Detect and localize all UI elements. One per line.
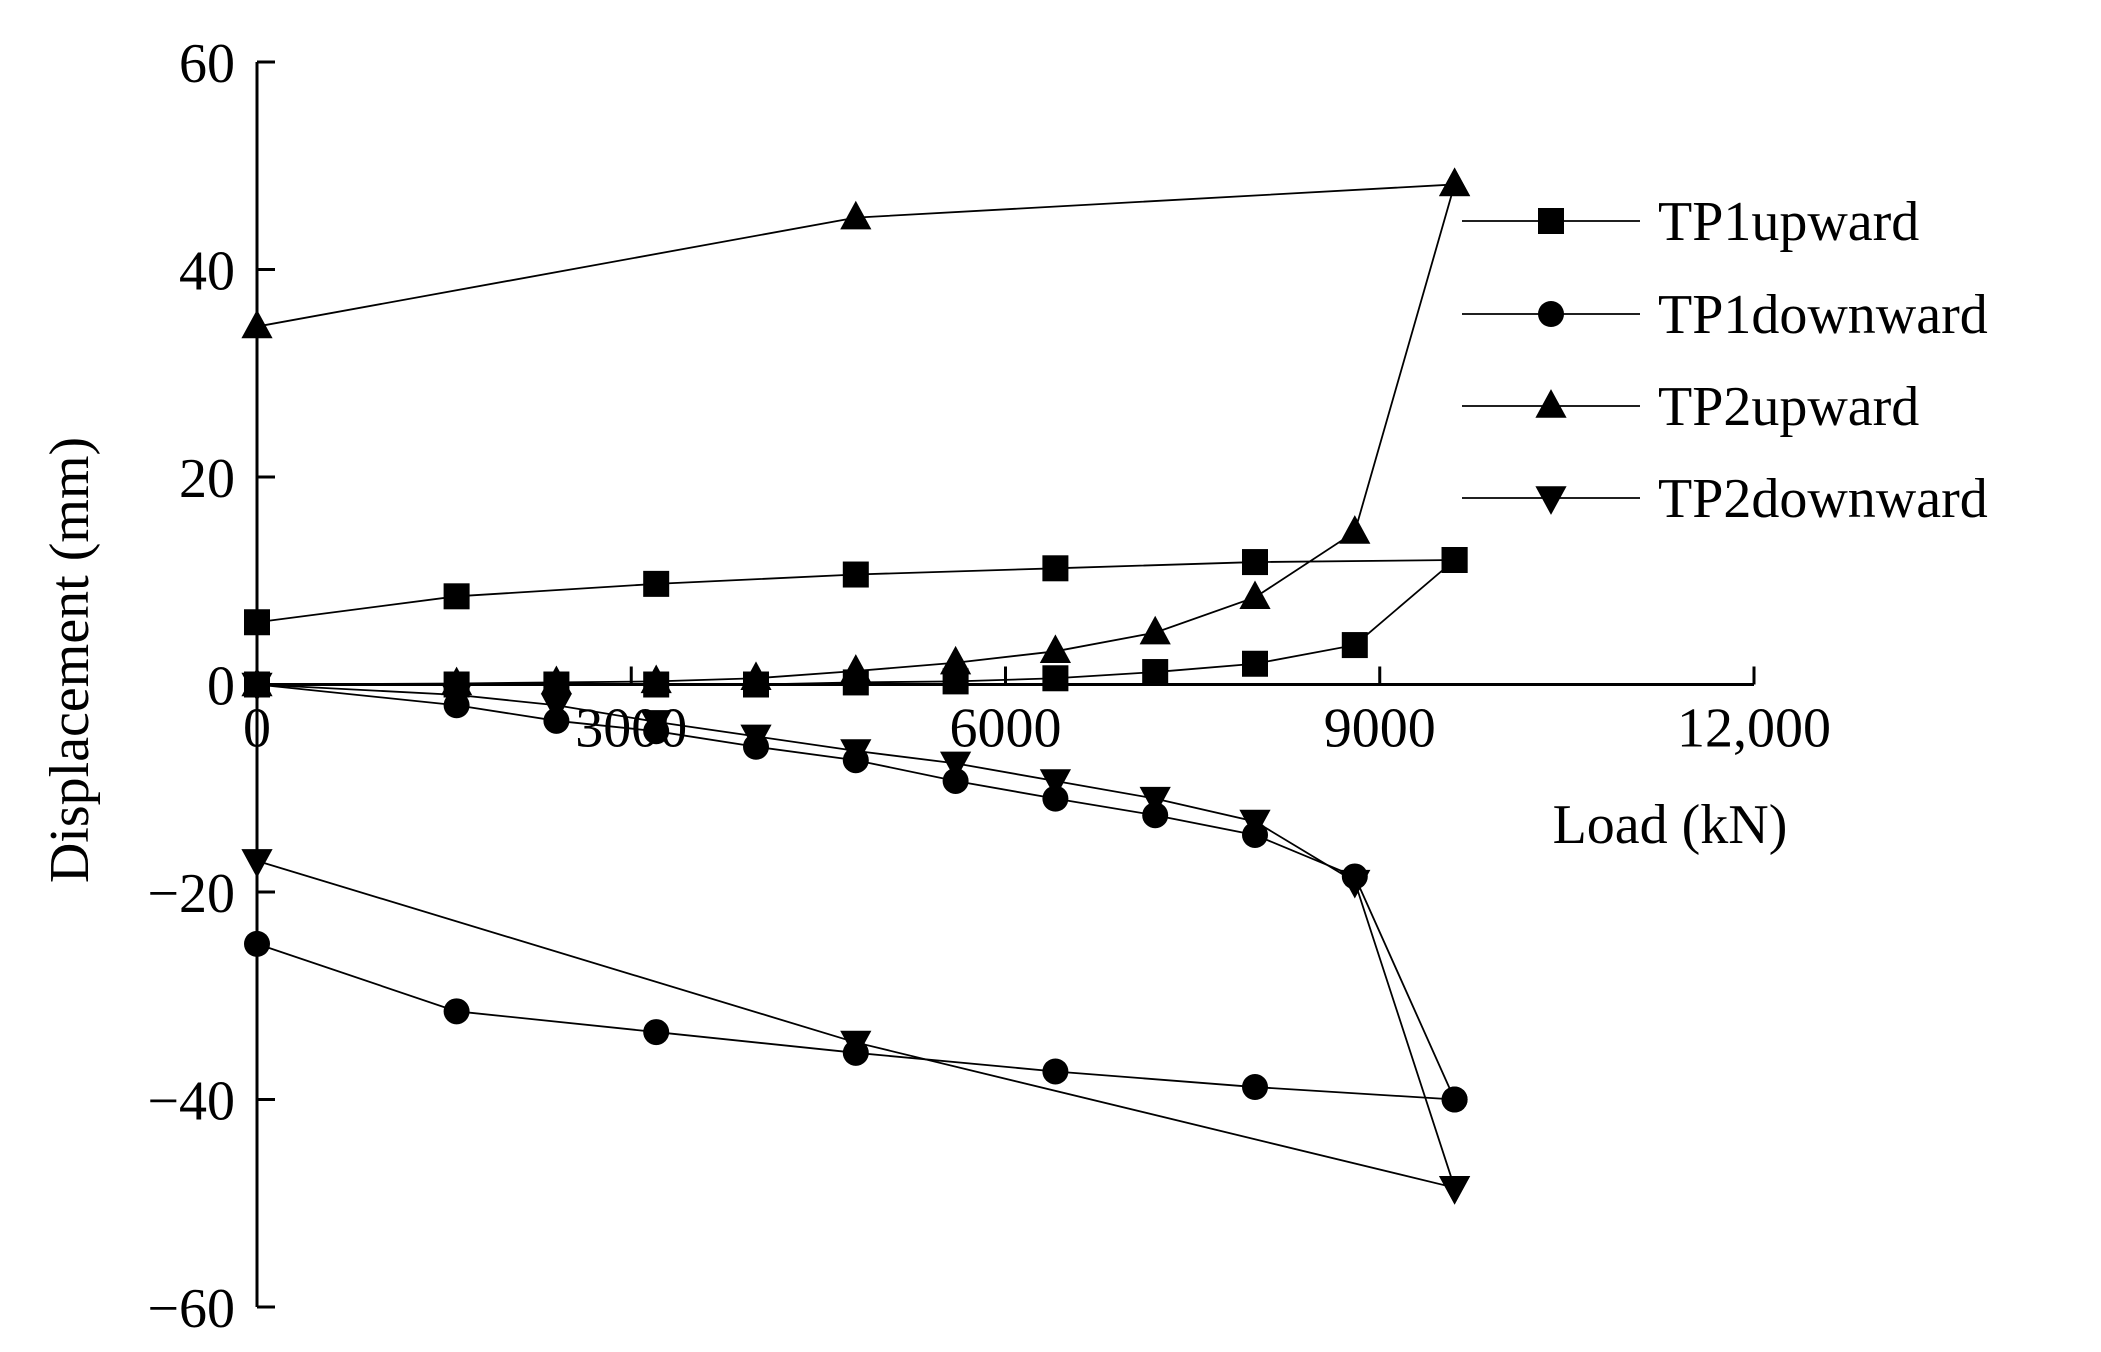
- data-point-TP2downward: [441, 683, 473, 712]
- data-point-TP2downward: [540, 693, 572, 723]
- data-point-TP2downward: [1339, 869, 1371, 899]
- legend-label: TP2downward: [1658, 468, 1988, 530]
- series-line-TP2downward: [256, 683, 1456, 1188]
- data-point-TP2upward: [840, 200, 872, 230]
- data-point-TP1upward: [1142, 659, 1169, 686]
- data-point-TP1upward: [643, 570, 670, 597]
- data-point-TP2downward: [1139, 786, 1171, 816]
- data-point-TP2upward: [1439, 167, 1471, 197]
- data-point-TP2upward: [540, 665, 572, 695]
- series-line-TP1downward: [256, 683, 1456, 1100]
- y-tick-label: 0: [207, 656, 235, 718]
- series-line-TP2downward: [256, 860, 1455, 1189]
- legend-item-TP2downward: TP2downward: [1462, 468, 1988, 530]
- series-line-TP1downward: [256, 943, 1455, 1101]
- data-point-TP1upward: [1042, 665, 1069, 692]
- x-axis-title: Load (kN): [1553, 794, 1788, 856]
- data-point-TP2downward: [940, 751, 972, 781]
- series-TP2downward: [241, 672, 1471, 1205]
- series-TP2upward: [241, 167, 1471, 697]
- legend-marker: [1538, 208, 1564, 234]
- x-tick-label: 0: [243, 698, 271, 760]
- data-point-TP1upward: [1242, 549, 1268, 576]
- legend-item-TP1upward: TP1upward: [1462, 191, 1919, 253]
- data-point-TP2downward: [1039, 769, 1071, 798]
- legend-marker: [1535, 389, 1567, 418]
- data-point-TP2upward: [1039, 634, 1071, 663]
- data-point-TP2downward: [840, 1030, 872, 1060]
- data-point-TP1downward: [1042, 1058, 1069, 1085]
- x-tick-label: 3000: [575, 698, 687, 760]
- x-tick-label: 9000: [1324, 698, 1436, 760]
- data-point-TP2upward: [740, 661, 772, 690]
- legend-label: TP1upward: [1658, 191, 1919, 253]
- legend-marker: [1535, 486, 1567, 515]
- data-point-TP1downward: [1242, 1074, 1268, 1101]
- data-point-TP1upward: [1042, 555, 1069, 582]
- legend-label: TP2upward: [1658, 376, 1919, 438]
- data-point-TP2downward: [640, 710, 672, 739]
- data-point-TP1upward: [443, 583, 470, 610]
- data-point-TP1downward: [443, 998, 470, 1025]
- data-point-TP1downward: [942, 767, 969, 794]
- legend-marker: [1538, 301, 1564, 327]
- data-point-TP1upward: [1341, 632, 1368, 659]
- data-point-TP1upward: [1441, 547, 1468, 573]
- data-point-TP2upward: [1139, 615, 1171, 645]
- y-tick-label: 40: [179, 241, 235, 303]
- x-tick-label: 12,000: [1677, 698, 1831, 760]
- legend-item-TP1downward: TP1downward: [1462, 284, 1988, 346]
- data-point-TP2downward: [840, 739, 872, 768]
- data-point-TP1upward: [1242, 650, 1268, 677]
- y-tick-label: 20: [179, 448, 235, 510]
- data-point-TP1upward: [842, 561, 869, 588]
- data-point-TP2upward: [840, 654, 872, 683]
- data-point-TP2upward: [940, 645, 972, 675]
- data-point-TP1downward: [1042, 785, 1069, 812]
- data-point-TP2downward: [1439, 1175, 1471, 1205]
- y-tick-label: −20: [147, 863, 235, 925]
- y-tick-label: −60: [147, 1278, 235, 1340]
- series-layer: [241, 167, 1471, 1205]
- data-point-TP1downward: [1441, 1086, 1468, 1113]
- data-point-TP2downward: [740, 724, 772, 754]
- data-point-TP2downward: [1239, 809, 1271, 839]
- data-point-TP2upward: [1239, 580, 1271, 610]
- legend: TP1upward TP1downward TP2upward TP2downward: [1462, 191, 1988, 530]
- data-point-TP1downward: [643, 1019, 670, 1046]
- x-tick-label: 6000: [950, 698, 1062, 760]
- y-tick-label: 60: [179, 33, 235, 95]
- data-point-TP2upward: [1339, 515, 1371, 544]
- y-axis-title: Displacement (mm): [39, 437, 101, 883]
- legend-label: TP1downward: [1658, 284, 1988, 346]
- ticks: −60 −40 −20 0 20 40 60 0 3000 6000 9000 12,000: [147, 33, 1831, 1340]
- legend-item-TP2upward: TP2upward: [1462, 376, 1919, 438]
- series-line-TP2upward: [256, 184, 1456, 686]
- y-tick-label: −40: [147, 1071, 235, 1133]
